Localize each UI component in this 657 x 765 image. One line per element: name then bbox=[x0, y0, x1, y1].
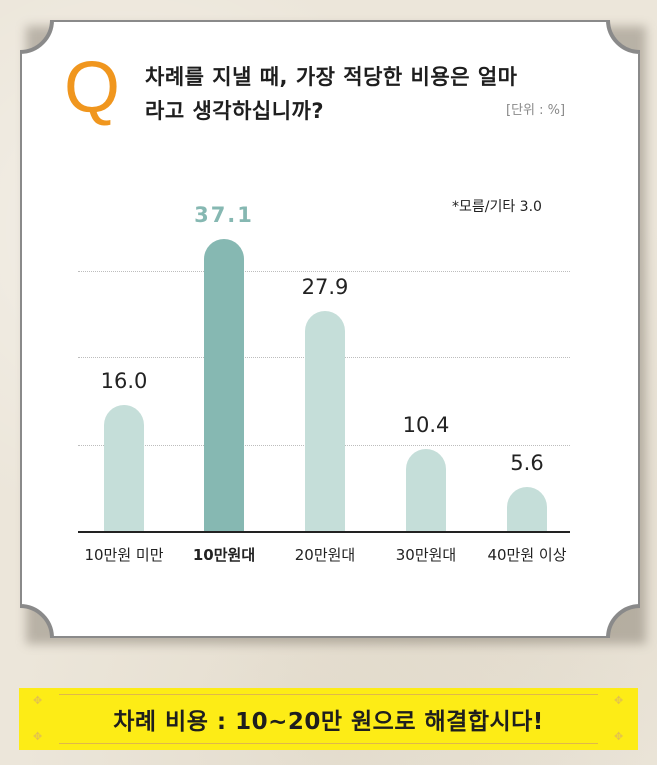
category-label: 40만원 이상 bbox=[487, 546, 567, 564]
category-label: 10만원 미만 bbox=[84, 546, 164, 564]
question-line-2: 라고 생각하십니까? bbox=[145, 99, 325, 123]
conclusion-banner: ✥ ✥ ✥ ✥ 차례 비용 : 10~20만 원으로 해결합시다! bbox=[19, 688, 638, 750]
category-label: 30만원대 bbox=[395, 546, 457, 564]
q-marker: Q bbox=[64, 48, 121, 128]
bar-value-label: 5.6 bbox=[510, 451, 544, 475]
gridline bbox=[78, 271, 570, 272]
bar bbox=[406, 449, 446, 531]
category-label: 10만원대 bbox=[192, 546, 256, 564]
question-line-1: 차례를 지낼 때, 가장 적당한 비용은 얼마 bbox=[145, 65, 518, 89]
ornament-icon: ✥ bbox=[614, 694, 624, 707]
ornament-icon: ✥ bbox=[33, 730, 43, 743]
banner-line-top bbox=[59, 694, 598, 695]
bar-value-label: 10.4 bbox=[402, 413, 450, 437]
bar bbox=[305, 311, 345, 531]
banner-text: 차례 비용 : 10~20만 원으로 해결합시다! bbox=[113, 709, 544, 735]
unit-label: [단위 : %] bbox=[506, 103, 566, 118]
ornament-icon: ✥ bbox=[33, 694, 43, 707]
note-other: *모름/기타 3.0 bbox=[452, 199, 542, 215]
ornament-icon: ✥ bbox=[614, 730, 624, 743]
bar-value-label: 27.9 bbox=[301, 275, 349, 299]
bar bbox=[507, 487, 547, 531]
bar-value-label: 37.1 bbox=[194, 203, 254, 227]
bar bbox=[204, 239, 244, 531]
x-axis-baseline bbox=[78, 531, 570, 533]
category-label: 20만원대 bbox=[294, 546, 356, 564]
question-title: 차례를 지낼 때, 가장 적당한 비용은 얼마 라고 생각하십니까? bbox=[145, 60, 585, 128]
banner-line-bottom bbox=[59, 743, 598, 744]
bar-value-label: 16.0 bbox=[100, 369, 148, 393]
bar bbox=[104, 405, 144, 531]
